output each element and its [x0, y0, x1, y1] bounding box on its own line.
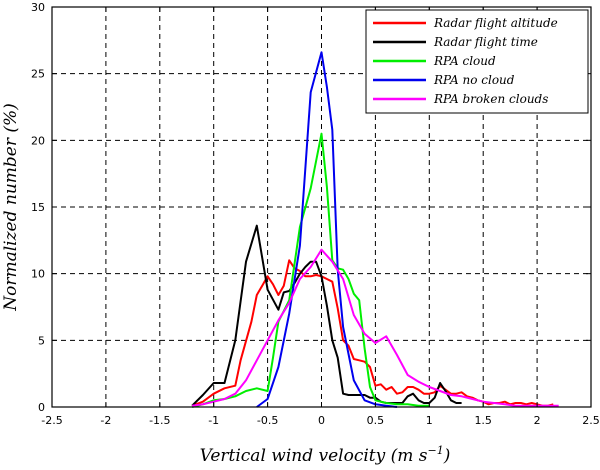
- legend-label-radar-flight-altitude: Radar flight altitude: [433, 16, 558, 30]
- series-line-rpa-cloud: [191, 132, 430, 408]
- x-tick-label: -1: [208, 414, 219, 427]
- y-tick-label: 5: [38, 334, 45, 347]
- x-tick-label: 2: [534, 414, 541, 427]
- y-tick-label: 15: [31, 201, 45, 214]
- legend-label-rpa-no-cloud: RPA no cloud: [433, 73, 515, 87]
- legend-label-rpa-broken-clouds: RPA broken clouds: [433, 92, 548, 106]
- series-lines: [191, 51, 559, 408]
- legend-label-rpa-cloud: RPA cloud: [433, 54, 496, 68]
- x-tick-label: 2.5: [582, 414, 600, 427]
- y-axis-title: Normalized number (%): [1, 103, 21, 312]
- x-tick-label: -1.5: [149, 414, 170, 427]
- y-tick-label: 10: [31, 268, 45, 281]
- x-tick-label: -2: [100, 414, 111, 427]
- legend-label-radar-flight-time: Radar flight time: [433, 35, 538, 49]
- y-tick-label: 25: [31, 68, 45, 81]
- x-tick-label: 1.5: [474, 414, 492, 427]
- series-line-radar-flight-time: [191, 224, 462, 407]
- series-line-rpa-no-cloud: [256, 51, 398, 408]
- x-tick-label: 0.5: [367, 414, 385, 427]
- x-tick-label: 1: [426, 414, 433, 427]
- x-axis-title: Vertical wind velocity (m s−1): [200, 444, 451, 466]
- series-line-rpa-broken-clouds: [191, 248, 559, 407]
- x-tick-label: -0.5: [257, 414, 278, 427]
- legend: Radar flight altitude Radar flight time RP…: [365, 9, 589, 114]
- x-tick-label: -2.5: [41, 414, 62, 427]
- y-tick-label: 20: [31, 134, 45, 147]
- y-tick-label: 30: [31, 1, 45, 14]
- x-tick-label: 0: [318, 414, 325, 427]
- axis-ticks: -2.5 -2 -1.5 -1 -0.5 0 0.5 1 1.5 2 2.5 0 5 10 15 20 25 30: [31, 1, 600, 427]
- y-tick-label: 0: [38, 401, 45, 414]
